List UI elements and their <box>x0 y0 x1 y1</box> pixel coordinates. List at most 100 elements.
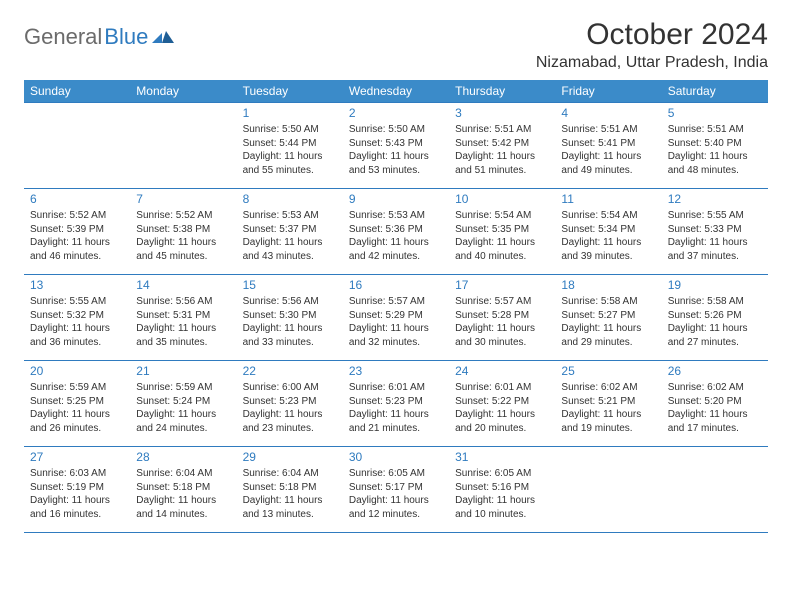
sunset-text: Sunset: 5:20 PM <box>668 395 762 409</box>
sunrise-text: Sunrise: 5:50 AM <box>349 123 443 137</box>
calendar-day-cell: 13 Sunrise: 5:55 AMSunset: 5:32 PMDayligh… <box>24 275 130 361</box>
logo-mark-icon <box>152 27 174 48</box>
day-header: Thursday <box>449 80 555 103</box>
sunrise-text: Sunrise: 5:58 AM <box>668 295 762 309</box>
daylight-text: Daylight: 11 hours and 49 minutes. <box>561 150 655 177</box>
calendar-day-cell <box>662 447 768 533</box>
calendar-day-cell: 14 Sunrise: 5:56 AMSunset: 5:31 PMDayligh… <box>130 275 236 361</box>
calendar-day-cell: 2Sunrise: 5:50 AMSunset: 5:43 PMDaylight… <box>343 103 449 189</box>
sunrise-text: Sunrise: 6:02 AM <box>668 381 762 395</box>
calendar-day-cell: 6Sunrise: 5:52 AMSunset: 5:39 PMDaylight… <box>24 189 130 275</box>
sunrise-text: Sunrise: 6:04 AM <box>243 467 337 481</box>
sunset-text: Sunset: 5:33 PM <box>668 223 762 237</box>
sunrise-text: Sunrise: 6:02 AM <box>561 381 655 395</box>
sunrise-text: Sunrise: 6:01 AM <box>455 381 549 395</box>
day-number: 21 <box>136 363 230 379</box>
sunset-text: Sunset: 5:22 PM <box>455 395 549 409</box>
daylight-text: Daylight: 11 hours and 42 minutes. <box>349 236 443 263</box>
page-header: GeneralBlue October 2024 Nizamabad, Utta… <box>24 18 768 72</box>
daylight-text: Daylight: 11 hours and 36 minutes. <box>30 322 124 349</box>
calendar-day-cell: 10Sunrise: 5:54 AMSunset: 5:35 PMDayligh… <box>449 189 555 275</box>
calendar-day-cell: 29Sunrise: 6:04 AMSunset: 5:18 PMDayligh… <box>237 447 343 533</box>
calendar-day-cell: 11Sunrise: 5:54 AMSunset: 5:34 PMDayligh… <box>555 189 661 275</box>
calendar-day-cell: 23Sunrise: 6:01 AMSunset: 5:23 PMDayligh… <box>343 361 449 447</box>
calendar-day-cell: 20Sunrise: 5:59 AMSunset: 5:25 PMDayligh… <box>24 361 130 447</box>
sunrise-text: Sunrise: 5:52 AM <box>30 209 124 223</box>
day-number: 1 <box>243 105 337 121</box>
calendar-day-cell: 28Sunrise: 6:04 AMSunset: 5:18 PMDayligh… <box>130 447 236 533</box>
day-header: Tuesday <box>237 80 343 103</box>
day-number: 22 <box>243 363 337 379</box>
sunset-text: Sunset: 5:26 PM <box>668 309 762 323</box>
calendar-day-cell: 9Sunrise: 5:53 AMSunset: 5:36 PMDaylight… <box>343 189 449 275</box>
daylight-text: Daylight: 11 hours and 51 minutes. <box>455 150 549 177</box>
calendar-day-cell: 5Sunrise: 5:51 AMSunset: 5:40 PMDaylight… <box>662 103 768 189</box>
sunrise-text: Sunrise: 5:52 AM <box>136 209 230 223</box>
sunset-text: Sunset: 5:18 PM <box>243 481 337 495</box>
sunset-text: Sunset: 5:24 PM <box>136 395 230 409</box>
calendar-thead: SundayMondayTuesdayWednesdayThursdayFrid… <box>24 80 768 103</box>
day-header: Sunday <box>24 80 130 103</box>
day-number: 9 <box>349 191 443 207</box>
daylight-text: Daylight: 11 hours and 43 minutes. <box>243 236 337 263</box>
daylight-text: Daylight: 11 hours and 45 minutes. <box>136 236 230 263</box>
daylight-text: Daylight: 11 hours and 16 minutes. <box>30 494 124 521</box>
sunrise-text: Sunrise: 6:04 AM <box>136 467 230 481</box>
day-number: 12 <box>668 191 762 207</box>
calendar-page: GeneralBlue October 2024 Nizamabad, Utta… <box>0 0 792 551</box>
day-number: 30 <box>349 449 443 465</box>
sunrise-text: Sunrise: 6:05 AM <box>349 467 443 481</box>
sunrise-text: Sunrise: 5:59 AM <box>136 381 230 395</box>
calendar-week-row: 27Sunrise: 6:03 AMSunset: 5:19 PMDayligh… <box>24 447 768 533</box>
calendar-day-cell: 17Sunrise: 5:57 AMSunset: 5:28 PMDayligh… <box>449 275 555 361</box>
calendar-day-cell: 15Sunrise: 5:56 AMSunset: 5:30 PMDayligh… <box>237 275 343 361</box>
day-header: Wednesday <box>343 80 449 103</box>
day-number: 13 <box>30 277 124 293</box>
sunrise-text: Sunrise: 5:54 AM <box>455 209 549 223</box>
sunrise-text: Sunrise: 5:57 AM <box>455 295 549 309</box>
sunset-text: Sunset: 5:35 PM <box>455 223 549 237</box>
day-number: 14 <box>136 277 230 293</box>
sunrise-text: Sunrise: 5:57 AM <box>349 295 443 309</box>
calendar-day-cell: 3Sunrise: 5:51 AMSunset: 5:42 PMDaylight… <box>449 103 555 189</box>
sunset-text: Sunset: 5:21 PM <box>561 395 655 409</box>
calendar-day-cell: 25Sunrise: 6:02 AMSunset: 5:21 PMDayligh… <box>555 361 661 447</box>
sunrise-text: Sunrise: 6:05 AM <box>455 467 549 481</box>
day-number: 8 <box>243 191 337 207</box>
sunset-text: Sunset: 5:37 PM <box>243 223 337 237</box>
daylight-text: Daylight: 11 hours and 35 minutes. <box>136 322 230 349</box>
sunrise-text: Sunrise: 5:53 AM <box>243 209 337 223</box>
calendar-day-cell: 27Sunrise: 6:03 AMSunset: 5:19 PMDayligh… <box>24 447 130 533</box>
daylight-text: Daylight: 11 hours and 53 minutes. <box>349 150 443 177</box>
daylight-text: Daylight: 11 hours and 32 minutes. <box>349 322 443 349</box>
daylight-text: Daylight: 11 hours and 27 minutes. <box>668 322 762 349</box>
day-number: 28 <box>136 449 230 465</box>
daylight-text: Daylight: 11 hours and 14 minutes. <box>136 494 230 521</box>
day-header: Monday <box>130 80 236 103</box>
calendar-day-cell: 16Sunrise: 5:57 AMSunset: 5:29 PMDayligh… <box>343 275 449 361</box>
sunset-text: Sunset: 5:27 PM <box>561 309 655 323</box>
day-number: 25 <box>561 363 655 379</box>
sunset-text: Sunset: 5:32 PM <box>30 309 124 323</box>
calendar-day-cell: 26Sunrise: 6:02 AMSunset: 5:20 PMDayligh… <box>662 361 768 447</box>
calendar-day-cell: 8 Sunrise: 5:53 AMSunset: 5:37 PMDaylight… <box>237 189 343 275</box>
day-number: 23 <box>349 363 443 379</box>
day-number: 2 <box>349 105 443 121</box>
sunset-text: Sunset: 5:31 PM <box>136 309 230 323</box>
sunrise-text: Sunrise: 5:56 AM <box>243 295 337 309</box>
sunrise-text: Sunrise: 5:56 AM <box>136 295 230 309</box>
sunset-text: Sunset: 5:42 PM <box>455 137 549 151</box>
calendar-day-cell: 4Sunrise: 5:51 AMSunset: 5:41 PMDaylight… <box>555 103 661 189</box>
daylight-text: Daylight: 11 hours and 24 minutes. <box>136 408 230 435</box>
day-header-row: SundayMondayTuesdayWednesdayThursdayFrid… <box>24 80 768 103</box>
sunrise-text: Sunrise: 5:51 AM <box>561 123 655 137</box>
calendar-day-cell: 7Sunrise: 5:52 AMSunset: 5:38 PMDaylight… <box>130 189 236 275</box>
calendar-week-row: 20Sunrise: 5:59 AMSunset: 5:25 PMDayligh… <box>24 361 768 447</box>
sunset-text: Sunset: 5:29 PM <box>349 309 443 323</box>
sunset-text: Sunset: 5:41 PM <box>561 137 655 151</box>
sunrise-text: Sunrise: 5:55 AM <box>30 295 124 309</box>
calendar-day-cell <box>130 103 236 189</box>
sunset-text: Sunset: 5:16 PM <box>455 481 549 495</box>
daylight-text: Daylight: 11 hours and 46 minutes. <box>30 236 124 263</box>
daylight-text: Daylight: 11 hours and 13 minutes. <box>243 494 337 521</box>
